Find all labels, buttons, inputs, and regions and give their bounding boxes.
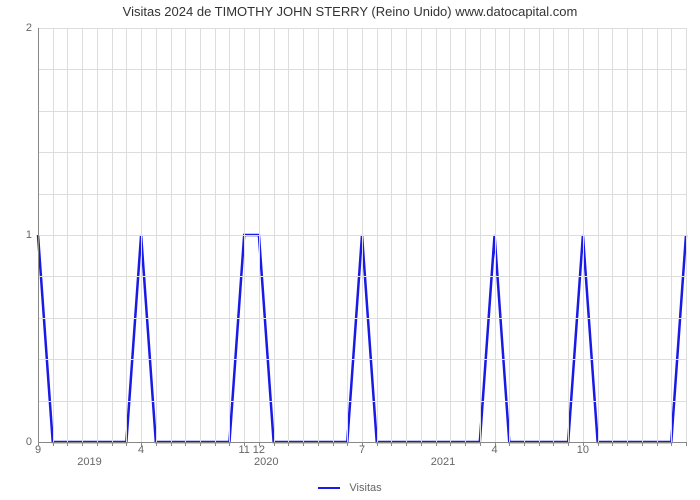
grid-line-v — [318, 28, 319, 442]
grid-line-v — [53, 28, 54, 442]
x-year-label: 2021 — [431, 442, 455, 468]
grid-line-v — [436, 28, 437, 442]
grid-line-v — [465, 28, 466, 442]
y-axis-line — [38, 28, 39, 442]
grid-line-v — [215, 28, 216, 442]
plot-area: 0129411127410201920202021 — [38, 28, 686, 442]
grid-line-v — [362, 28, 363, 442]
x-month-label: 4 — [138, 442, 144, 456]
grid-line-v — [377, 28, 378, 442]
legend-swatch — [318, 487, 340, 489]
grid-line-v — [82, 28, 83, 442]
grid-line-v — [583, 28, 584, 442]
legend-label: Visitas — [349, 482, 381, 494]
grid-line-v — [657, 28, 658, 442]
y-tick-label: 1 — [26, 229, 38, 241]
grid-line-v — [495, 28, 496, 442]
grid-line-v — [627, 28, 628, 442]
grid-line-v — [303, 28, 304, 442]
x-month-label: 4 — [491, 442, 497, 456]
x-year-label: 2019 — [77, 442, 101, 468]
grid-line-v — [480, 28, 481, 442]
x-axis-line — [38, 442, 686, 443]
grid-line-v — [421, 28, 422, 442]
grid-line-v — [200, 28, 201, 442]
grid-line-v — [97, 28, 98, 442]
grid-line-v — [509, 28, 510, 442]
grid-line-v — [391, 28, 392, 442]
grid-line-v — [67, 28, 68, 442]
grid-line-v — [229, 28, 230, 442]
chart-container: Visitas 2024 de TIMOTHY JOHN STERRY (Rei… — [0, 0, 700, 500]
grid-line-v — [524, 28, 525, 442]
grid-line-v — [612, 28, 613, 442]
grid-line-v — [450, 28, 451, 442]
grid-line-v — [568, 28, 569, 442]
grid-line-v — [156, 28, 157, 442]
x-month-label: 9 — [35, 442, 41, 456]
grid-line-v — [185, 28, 186, 442]
x-year-label: 2020 — [254, 442, 278, 468]
grid-line-v — [598, 28, 599, 442]
grid-line-v — [671, 28, 672, 442]
grid-line-v — [112, 28, 113, 442]
grid-line-v — [333, 28, 334, 442]
grid-line-v — [686, 28, 687, 442]
legend: Visitas — [0, 482, 700, 494]
grid-line-v — [553, 28, 554, 442]
chart-title: Visitas 2024 de TIMOTHY JOHN STERRY (Rei… — [0, 4, 700, 19]
x-month-label: 7 — [359, 442, 365, 456]
x-month-label: 10 — [577, 442, 589, 456]
grid-line-v — [244, 28, 245, 442]
grid-line-v — [347, 28, 348, 442]
grid-line-v — [288, 28, 289, 442]
grid-line-v — [171, 28, 172, 442]
grid-line-v — [274, 28, 275, 442]
grid-line-v — [539, 28, 540, 442]
grid-line-v — [126, 28, 127, 442]
grid-line-v — [259, 28, 260, 442]
grid-line-v — [642, 28, 643, 442]
x-tick-mark — [686, 442, 687, 446]
x-month-label: 11 — [238, 442, 249, 456]
grid-line-v — [406, 28, 407, 442]
y-tick-label: 2 — [26, 22, 38, 34]
grid-line-v — [141, 28, 142, 442]
